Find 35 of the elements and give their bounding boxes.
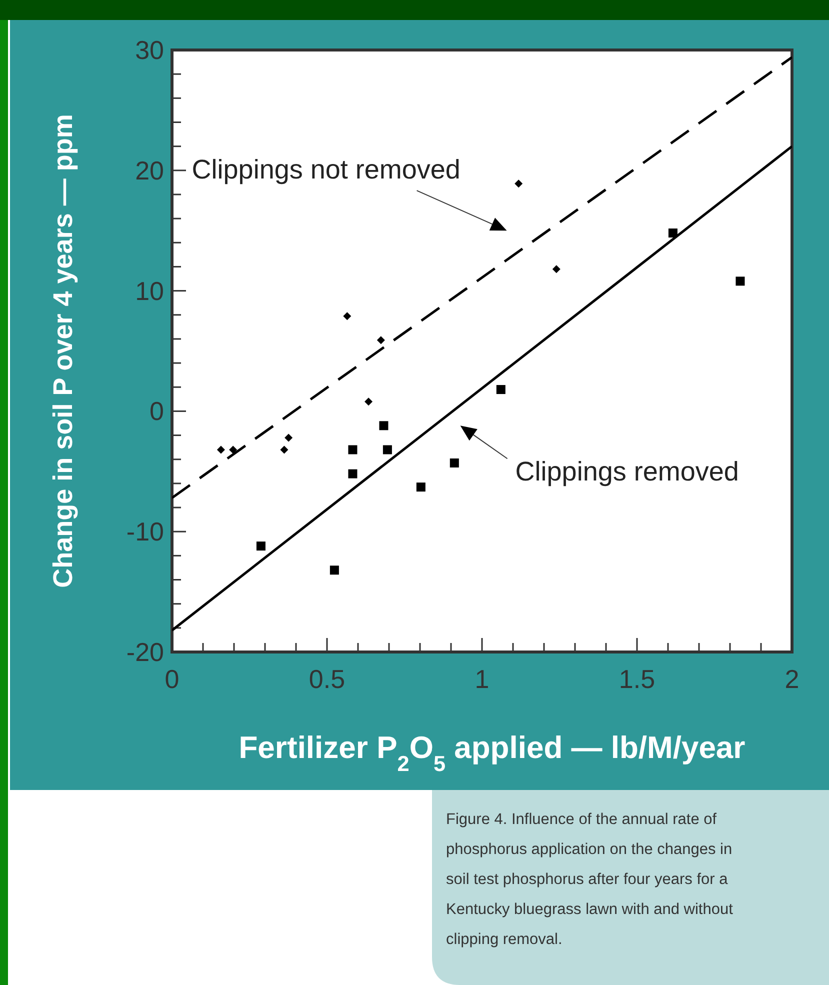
point bbox=[216, 446, 225, 454]
y-tick-label: 30 bbox=[135, 35, 164, 65]
point bbox=[668, 228, 678, 238]
x-axis-title: Fertilizer P$_{2}$O$_{5}$ applied — lb/M/year bbox=[238, 730, 746, 776]
y-tick-label: 20 bbox=[135, 155, 164, 186]
x-tick-label: 2 bbox=[784, 664, 800, 694]
point bbox=[736, 276, 745, 286]
point bbox=[343, 312, 352, 320]
point bbox=[229, 446, 238, 454]
point bbox=[496, 385, 506, 394]
x-tick-label: 1 bbox=[474, 664, 490, 694]
point bbox=[514, 180, 523, 188]
annotation: Clippings not removed bbox=[192, 154, 460, 185]
point bbox=[348, 445, 358, 454]
y-axis-title: Change in soil P over 4 years — ppm bbox=[48, 114, 78, 588]
point bbox=[330, 566, 339, 575]
x-tick-label: 0.5 bbox=[308, 664, 346, 694]
x-tick-label: 1.5 bbox=[618, 664, 656, 694]
point bbox=[364, 398, 373, 406]
point bbox=[280, 446, 288, 454]
y-tick-label: 0 bbox=[150, 396, 164, 426]
point bbox=[348, 469, 358, 478]
point bbox=[284, 434, 293, 442]
caption: Figure 4. Influence of the annual rate of phosphorus application on the changes in soil test phosphorus after four years for a Kentucky bluegrass lawn with and without clipping removal. bbox=[446, 811, 734, 948]
point bbox=[256, 542, 266, 551]
annotation: Clippings removed bbox=[515, 456, 739, 487]
point bbox=[376, 336, 385, 344]
point bbox=[450, 458, 459, 468]
point bbox=[379, 421, 388, 430]
y-tick-label: -10 bbox=[126, 516, 164, 547]
y-tick-label: -20 bbox=[126, 637, 164, 667]
point bbox=[552, 265, 560, 274]
point bbox=[382, 445, 392, 454]
point bbox=[416, 482, 426, 492]
y-tick-label: 10 bbox=[135, 276, 164, 306]
